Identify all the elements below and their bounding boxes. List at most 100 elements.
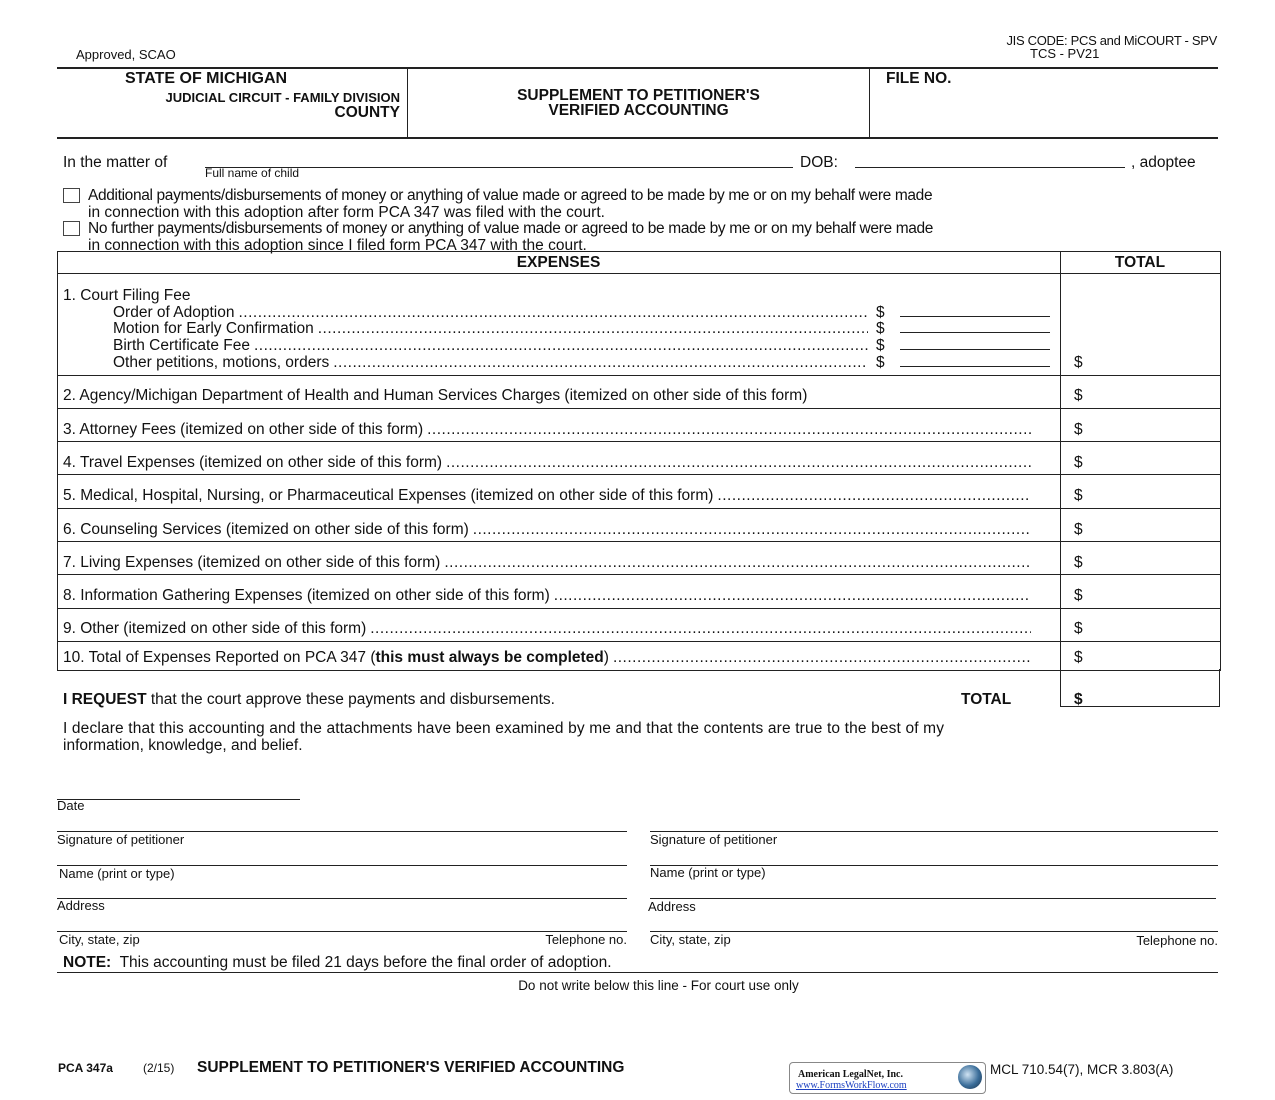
row-total[interactable]: $: [1074, 554, 1083, 571]
additional-payments-checkbox[interactable]: [63, 188, 80, 203]
row-total[interactable]: $: [1074, 649, 1083, 666]
note: NOTE: This accounting must be filed 21 d…: [63, 955, 612, 971]
globe-icon: [958, 1065, 982, 1089]
total-header: TOTAL: [1114, 254, 1166, 271]
grand-total-value[interactable]: $: [1074, 691, 1083, 708]
city-line-left[interactable]: [57, 931, 627, 932]
row-rule: [57, 375, 1220, 376]
declaration-line1: I declare that this accounting and the a…: [63, 720, 945, 737]
signature-label: Signature of petitioner: [650, 832, 778, 847]
dot-leader: [333, 355, 868, 371]
signature-label: Signature of petitioner: [57, 832, 185, 847]
date-line[interactable]: [57, 799, 300, 800]
county-label: COUNTY: [334, 104, 400, 121]
state-label: STATE OF MICHIGAN: [125, 70, 288, 87]
fee-item-label: Birth Certificate Fee: [113, 337, 250, 354]
name-line-left[interactable]: [57, 865, 627, 866]
row-total[interactable]: $: [1074, 521, 1083, 538]
dob-field[interactable]: [855, 153, 1125, 168]
row10-emphasis: this must always be completed: [375, 649, 604, 666]
divider: [869, 68, 870, 138]
row-total[interactable]: $: [1074, 587, 1083, 604]
city-label: City, state, zip: [59, 932, 140, 947]
court-label: JUDICIAL CIRCUIT - FAMILY DIVISION: [165, 90, 400, 105]
signature-line-right[interactable]: [650, 831, 1218, 832]
fee-item-label: Other petitions, motions, orders: [113, 354, 330, 371]
birth-certificate-amount[interactable]: [900, 335, 1050, 350]
date-label: Date: [57, 798, 85, 813]
expense-row: 3. Attorney Fees (itemized on other side…: [63, 422, 1031, 438]
checkbox-label: in connection with this adoption since I…: [88, 237, 587, 254]
expense-row-label: 6. Counseling Services (itemized on othe…: [63, 521, 469, 538]
total-box-bottom: [1060, 706, 1220, 707]
expense-row-label: 9. Other (itemized on other side of this…: [63, 620, 367, 637]
phone-label: Telephone no.: [545, 932, 627, 947]
signature-line-left[interactable]: [57, 831, 627, 832]
child-name-field[interactable]: [205, 153, 793, 168]
address-line-left[interactable]: [57, 898, 627, 899]
form-revision: (2/15): [143, 1061, 175, 1075]
row-rule: [57, 508, 1220, 509]
phone-label: Telephone no.: [1136, 933, 1218, 948]
logo-url[interactable]: www.FormsWorkFlow.com: [796, 1080, 907, 1091]
court-filing-fee-label: 1. Court Filing Fee: [63, 287, 191, 304]
note-label: NOTE:: [63, 954, 112, 971]
grand-total-label: TOTAL: [961, 691, 1012, 708]
order-of-adoption-amount[interactable]: [900, 302, 1050, 317]
total-column-divider: [1060, 251, 1061, 707]
dollar-sign: $: [876, 337, 885, 354]
row-total[interactable]: $: [1074, 487, 1083, 504]
header-bottom-rule: [57, 137, 1218, 139]
citation: MCL 710.54(7), MCR 3.803(A): [990, 1062, 1174, 1077]
form-title-line1: SUPPLEMENT TO PETITIONER'S: [517, 87, 760, 104]
row-total[interactable]: $: [1074, 387, 1083, 404]
form-number: PCA 347a: [58, 1061, 113, 1075]
expense-row-label: 3. Attorney Fees (itemized on other side…: [63, 421, 424, 438]
child-name-caption: Full name of child: [205, 166, 300, 180]
declaration-line2: information, knowledge, and belief.: [63, 737, 303, 754]
fee-item-label: Motion for Early Confirmation: [113, 320, 314, 337]
no-further-payments-checkbox[interactable]: [63, 221, 80, 236]
court-use-rule: [57, 972, 1218, 973]
dot-leader: [473, 522, 1031, 538]
expense-row-total-pca347: 10. Total of Expenses Reported on PCA 34…: [63, 650, 1031, 666]
other-petitions-amount[interactable]: [900, 352, 1050, 367]
row10-label-end: ): [603, 649, 609, 666]
dot-leader: [444, 555, 1031, 571]
row-total[interactable]: $: [1074, 421, 1083, 438]
fee-item: Birth Certificate Fee: [113, 338, 868, 354]
dollar-sign: $: [876, 304, 885, 321]
dollar-sign: $: [876, 320, 885, 337]
address-line-right[interactable]: [650, 898, 1216, 899]
row-rule: [57, 441, 1220, 442]
row10-label: 10. Total of Expenses Reported on PCA 34…: [63, 649, 376, 666]
dot-leader: [446, 455, 1031, 471]
address-label: Address: [57, 898, 105, 913]
row-rule: [57, 641, 1220, 642]
city-line-right[interactable]: [650, 931, 1218, 932]
expense-row: 6. Counseling Services (itemized on othe…: [63, 522, 1031, 538]
row1-total[interactable]: $: [1074, 354, 1083, 371]
american-legalnet-logo[interactable]: American LegalNet, Inc. www.FormsWorkFlo…: [789, 1062, 986, 1094]
checkbox-label: Additional payments/disbursements of mon…: [88, 187, 933, 204]
checkbox-label: in connection with this adoption after f…: [88, 204, 605, 221]
fee-item: Order of Adoption: [113, 305, 868, 321]
fee-item: Motion for Early Confirmation: [113, 321, 868, 337]
dot-leader: [717, 488, 1031, 504]
row-total[interactable]: $: [1074, 620, 1083, 637]
note-text: This accounting must be filed 21 days be…: [119, 954, 612, 971]
name-label: Name (print or type): [650, 865, 766, 880]
dot-leader: [254, 338, 868, 354]
checkbox-label: No further payments/disbursements of mon…: [88, 220, 934, 237]
early-confirmation-amount[interactable]: [900, 318, 1050, 333]
jis-code: JIS CODE: PCS and MiCOURT - SPV: [1006, 33, 1217, 48]
row-total[interactable]: $: [1074, 454, 1083, 471]
address-label: Address: [648, 899, 696, 914]
name-line-right[interactable]: [650, 865, 1218, 866]
divider: [407, 68, 408, 138]
dot-leader: [427, 422, 1031, 438]
fee-item-label: Order of Adoption: [113, 304, 235, 321]
matter-label: In the matter of: [63, 154, 168, 171]
expense-row: 7. Living Expenses (itemized on other si…: [63, 555, 1031, 571]
dollar-sign: $: [876, 354, 885, 371]
